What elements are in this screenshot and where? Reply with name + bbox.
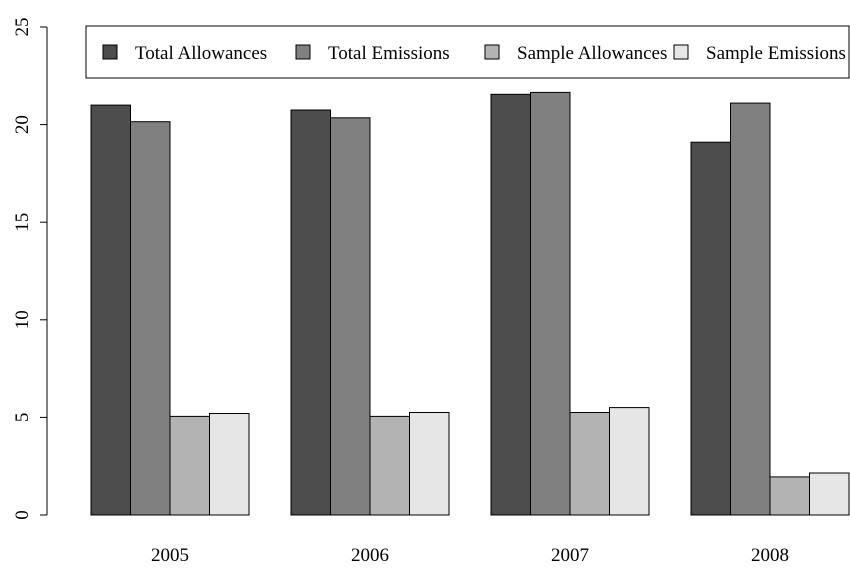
- y-tick-label-5: 5: [12, 413, 33, 423]
- legend-swatch-total-emissions: [295, 44, 311, 60]
- bar-2007-sample-allowances: [569, 412, 610, 516]
- legend-label-total-emissions: Total Emissions: [328, 43, 450, 64]
- bar-2005-total-emissions: [130, 121, 171, 516]
- legend-box: [85, 25, 850, 79]
- bar-2006-sample-allowances: [369, 415, 410, 516]
- bars-layer: [90, 91, 850, 516]
- bar-2007-sample-emissions: [609, 407, 650, 516]
- legend-swatch-sample-allowances: [484, 44, 500, 60]
- bar-2006-sample-emissions: [409, 412, 450, 516]
- bar-2008-total-emissions: [730, 102, 771, 516]
- legend-label-sample-emissions: Sample Emissions: [706, 43, 846, 64]
- legend: Total Allowances Total Emissions Sample Al…: [85, 25, 850, 79]
- y-tick-label-25: 25: [12, 18, 33, 37]
- x-tick-label-2005: 2005: [151, 545, 189, 566]
- bar-2006-total-allowances: [290, 109, 331, 516]
- x-tick-label-2007: 2007: [551, 545, 589, 566]
- bar-2006-total-emissions: [330, 117, 371, 516]
- y-tick-label-0: 0: [12, 510, 33, 520]
- bar-2007-total-allowances: [490, 93, 531, 516]
- bar-2007-total-emissions: [530, 91, 571, 516]
- bar-2008-total-allowances: [690, 141, 731, 516]
- x-tick-label-2008: 2008: [751, 545, 789, 566]
- bar-2008-sample-allowances: [769, 476, 810, 516]
- y-tick-label-10: 10: [12, 310, 33, 329]
- bar-2005-sample-emissions: [209, 413, 250, 516]
- bar-2008-sample-emissions: [809, 472, 850, 516]
- legend-swatch-sample-emissions: [673, 44, 689, 60]
- bar-2005-total-allowances: [90, 104, 131, 516]
- legend-label-sample-allowances: Sample Allowances: [517, 43, 667, 64]
- x-axis-labels: 2005 2006 2007 2008: [151, 545, 789, 566]
- x-tick-label-2006: 2006: [351, 545, 389, 566]
- y-tick-label-20: 20: [12, 115, 33, 134]
- bar-2005-sample-allowances: [169, 415, 210, 516]
- legend-label-total-allowances: Total Allowances: [135, 43, 267, 64]
- legend-swatch-total-allowances: [102, 44, 118, 60]
- y-tick-label-15: 15: [12, 213, 33, 232]
- y-axis: 0 5 10 15 20 25: [12, 18, 48, 520]
